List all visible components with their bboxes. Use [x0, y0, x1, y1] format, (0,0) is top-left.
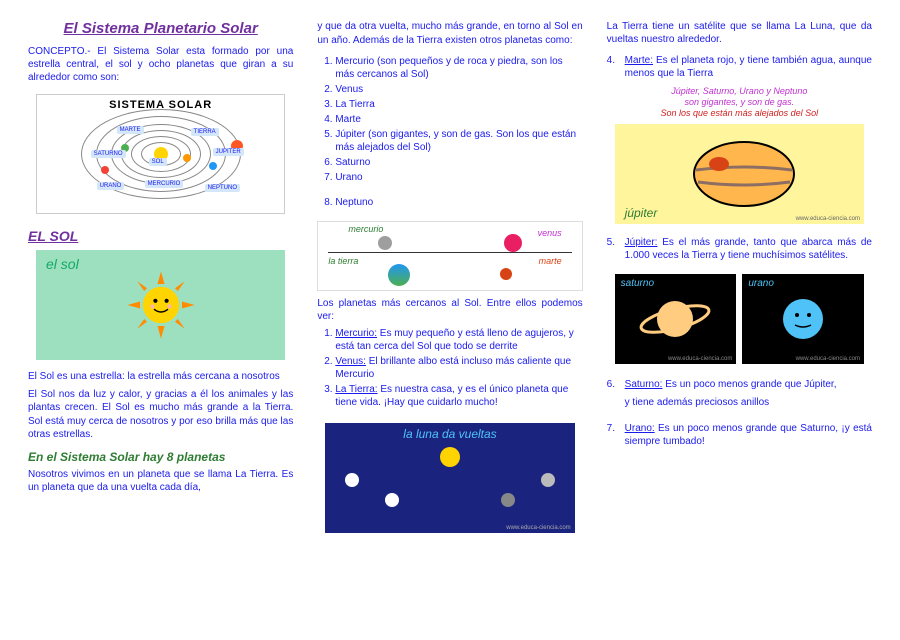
concept-text: CONCEPTO.- El Sistema Solar esta formado… [28, 45, 293, 84]
moon-phase-icon [385, 493, 399, 507]
list-item: Júpiter (son gigantes, y son de gas. Son… [335, 128, 582, 154]
list-item: Venus: El brillante albo está incluso má… [335, 355, 582, 381]
column-3: La Tierra tiene un satélite que se llama… [607, 20, 872, 620]
sun-card: el sol [36, 250, 285, 360]
list-item: Marte [335, 113, 582, 126]
sol-paragraph-1: El Sol es una estrella: la estrella más … [28, 370, 293, 384]
uranus-card: urano www.educa-ciencia.com [742, 274, 864, 364]
main-title: El Sistema Planetario Solar [28, 20, 293, 37]
list-item: Mercurio: Es muy pequeño y está lleno de… [335, 327, 582, 353]
moon-sun-icon [440, 447, 460, 467]
list-item: Urano [335, 171, 582, 184]
saturn-icon [635, 289, 715, 349]
moon-title: la luna da vueltas [325, 427, 574, 441]
column-2: y que da otra vuelta, mucho más grande, … [317, 20, 582, 620]
near-planets-text: Los planetas más cercanos al Sol. Entre … [317, 297, 582, 323]
list-item: Neptuno [335, 196, 582, 209]
sun-card-label: el sol [46, 256, 79, 272]
venus-icon [504, 234, 522, 252]
jupiter-icon [674, 134, 804, 214]
list-item: Mercurio (son pequeños y de roca y piedr… [335, 55, 582, 81]
moon-phase-icon [541, 473, 555, 487]
moon-phase-icon [501, 493, 515, 507]
sun-icon [126, 270, 196, 340]
planet-list-2: Neptuno [317, 196, 582, 211]
mars-icon [500, 268, 512, 280]
mercury-icon [378, 236, 392, 250]
column-1: El Sistema Planetario Solar CONCEPTO.- E… [28, 20, 293, 620]
list-item: 7.Urano: Es un poco menos grande que Sat… [607, 422, 872, 448]
inner-planets-strip: mercurio venus la tierra marte [317, 221, 582, 291]
list-item: Venus [335, 83, 582, 96]
jupiter-label: júpiter [625, 206, 658, 220]
sol-heading: EL SOL [28, 228, 293, 244]
list-item: 5.Júpiter: Es el más grande, tanto que a… [607, 236, 872, 262]
list-item: Saturno [335, 156, 582, 169]
moon-card: la luna da vueltas www.educa-ciencia.com [325, 423, 574, 533]
planet-list: Mercurio (son pequeños y de roca y piedr… [317, 55, 582, 186]
outer-list-6: 6.Saturno: Es un poco menos grande que J… [607, 378, 872, 393]
outer-list-5: 5.Júpiter: Es el más grande, tanto que a… [607, 236, 872, 264]
purple-line-1: Júpiter, Saturno, Urano y Neptuno [607, 86, 872, 97]
list-item: La Tierra: Es nuestra casa, y es el únic… [335, 383, 582, 409]
col2-intro: y que da otra vuelta, mucho más grande, … [317, 20, 582, 47]
uranus-icon [773, 289, 833, 349]
luna-text: La Tierra tiene un satélite que se llama… [607, 20, 872, 46]
near-planet-list: Mercurio: Es muy pequeño y está lleno de… [317, 327, 582, 411]
saturn-card: saturno www.educa-ciencia.com [615, 274, 737, 364]
jupiter-card: júpiter www.educa-ciencia.com [615, 124, 864, 224]
earth-icon [388, 264, 410, 286]
saturn-uranus-row: saturno www.educa-ciencia.com urano www.… [615, 274, 864, 364]
eight-planets-line: En el Sistema Solar hay 8 planetas [28, 450, 293, 464]
outer-list-7: 7.Urano: Es un poco menos grande que Sat… [607, 422, 872, 450]
tierra-paragraph: Nosotros vivimos en un planeta que se ll… [28, 468, 293, 495]
item6-cont: y tiene además preciosos anillos [607, 397, 872, 408]
list-item: 4.Marte: Es el planeta rojo, y tiene tam… [607, 54, 872, 80]
list-item: La Tierra [335, 98, 582, 111]
solar-system-diagram: SISTEMA SOLAR SOL MARTE TIERRA JUPITER S… [36, 94, 285, 214]
purple-line-2: son gigantes, y son de gas. [607, 97, 872, 108]
sol-paragraph-2: El Sol nos da luz y calor, y gracias a é… [28, 388, 293, 442]
moon-phase-icon [345, 473, 359, 487]
list-item: 6.Saturno: Es un poco menos grande que J… [607, 378, 872, 391]
red-line: Son los que están más alejados del Sol [607, 108, 872, 118]
outer-list: 4.Marte: Es el planeta rojo, y tiene tam… [607, 54, 872, 82]
